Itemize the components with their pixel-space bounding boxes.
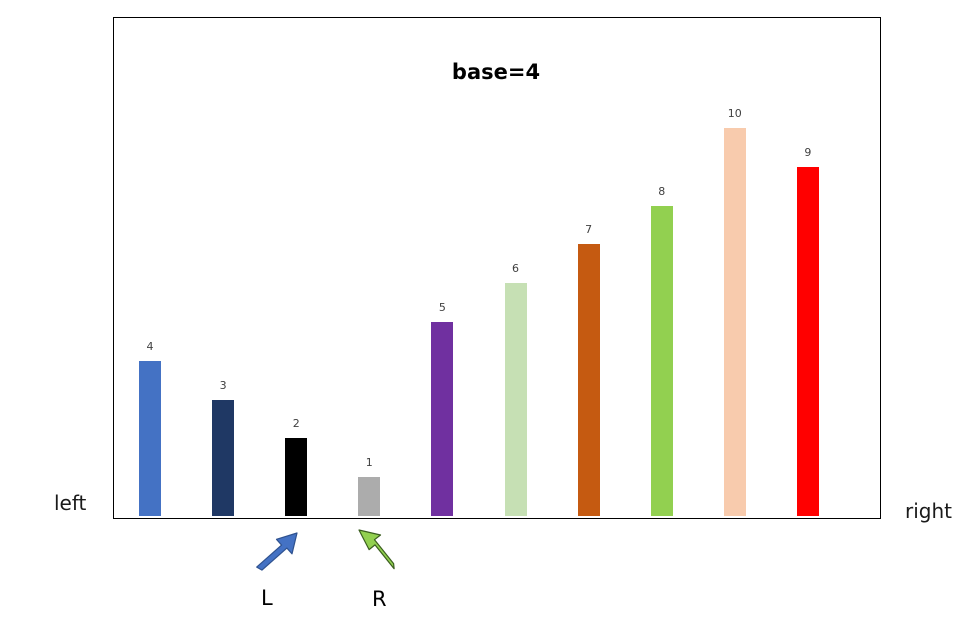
bar-value-label-10: 9 <box>804 145 812 159</box>
bar-6 <box>504 283 527 516</box>
r-pointer-label: R <box>372 587 387 611</box>
right-end-label: right <box>905 499 952 523</box>
l-pointer-arrow-icon <box>256 532 298 571</box>
r-pointer-arrow-icon <box>358 529 395 570</box>
bar-value-label-2: 3 <box>219 378 227 392</box>
bar-4 <box>358 477 381 516</box>
bar-2 <box>212 399 235 516</box>
bar-3 <box>285 438 308 516</box>
bar-value-label-3: 2 <box>292 417 300 431</box>
bar-10 <box>796 166 819 516</box>
chart-frame <box>113 17 881 519</box>
bar-5 <box>431 322 454 516</box>
left-end-label: left <box>54 491 87 515</box>
bar-value-label-4: 1 <box>365 456 373 470</box>
l-pointer-label: L <box>261 586 273 610</box>
bar-value-label-5: 5 <box>438 301 446 314</box>
chart-title: base=4 <box>451 60 541 84</box>
bar-9 <box>723 128 746 516</box>
bar-value-label-1: 4 <box>146 339 154 353</box>
bar-value-label-7: 7 <box>585 223 593 237</box>
bar-8 <box>650 205 673 516</box>
bar-value-label-8: 8 <box>658 184 666 198</box>
bar-7 <box>577 244 600 516</box>
bar-1 <box>139 360 161 516</box>
bar-value-label-9: 10 <box>727 107 742 120</box>
bar-value-label-6: 6 <box>512 262 519 276</box>
